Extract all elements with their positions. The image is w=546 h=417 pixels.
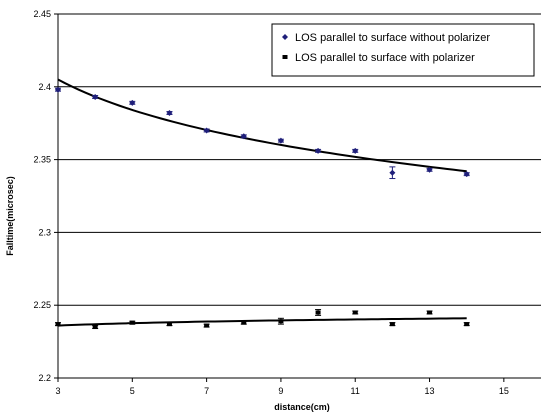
x-tick-label: 5 xyxy=(130,386,135,396)
y-tick-label: 2.2 xyxy=(38,373,51,383)
x-tick-label: 3 xyxy=(55,386,60,396)
x-tick-label: 11 xyxy=(351,386,360,396)
data-points xyxy=(55,86,470,330)
trendline-series-1 xyxy=(57,78,467,173)
y-tick-label: 2.45 xyxy=(33,9,51,19)
data-point-series-2 xyxy=(278,319,284,324)
data-point-series-1 xyxy=(389,169,396,176)
x-axis-title: distance(cm) xyxy=(274,402,330,412)
trendline-series-2 xyxy=(57,317,467,327)
data-point-series-2 xyxy=(464,322,470,327)
data-point-series-1 xyxy=(352,147,359,154)
grid-lines xyxy=(58,13,541,306)
data-point-series-1 xyxy=(240,133,247,140)
y-tick-label: 2.25 xyxy=(33,300,51,310)
data-point-series-2 xyxy=(129,320,135,325)
tick-labels: 2.2 2.25 2.3 2.35 2.4 2.45 3 5 7 9 11 13 15 xyxy=(33,9,508,396)
x-tick-label: 7 xyxy=(204,386,209,396)
data-point-series-1 xyxy=(166,110,173,117)
legend-label-series-2: LOS parallel to surface with polarizer xyxy=(295,52,475,64)
y-tick-label: 2.35 xyxy=(33,155,51,165)
legend-box xyxy=(271,23,535,77)
data-point-series-2 xyxy=(389,322,395,327)
data-point-series-2 xyxy=(352,310,358,315)
x-tick-label: 15 xyxy=(499,386,509,396)
legend-marker-series-2 xyxy=(282,55,288,59)
data-point-series-1 xyxy=(92,93,99,100)
y-tick-label: 2.3 xyxy=(38,227,51,237)
data-point-series-1 xyxy=(315,147,322,154)
axes xyxy=(54,13,541,382)
data-point-series-2 xyxy=(55,322,61,327)
data-point-series-1 xyxy=(203,127,210,134)
data-point-series-1 xyxy=(129,99,136,106)
data-point-series-2 xyxy=(166,322,172,327)
legend-marker-series-1 xyxy=(282,34,288,40)
data-point-series-1 xyxy=(426,166,433,173)
data-point-series-2 xyxy=(315,310,321,315)
y-tick-label: 2.4 xyxy=(38,82,51,92)
legend-label-series-1: LOS parallel to surface without polarize… xyxy=(295,32,490,44)
data-point-series-2 xyxy=(204,323,210,328)
legend: LOS parallel to surface without polarize… xyxy=(271,23,535,77)
y-axis-title: Falltime(microsec) xyxy=(5,176,15,256)
data-point-series-1 xyxy=(55,86,61,93)
trend-lines xyxy=(57,78,467,327)
data-point-series-1 xyxy=(463,171,470,178)
data-point-series-2 xyxy=(92,325,98,330)
data-point-series-1 xyxy=(277,137,284,144)
data-point-series-2 xyxy=(241,320,247,325)
x-tick-label: 9 xyxy=(278,386,283,396)
data-point-series-2 xyxy=(427,310,433,315)
x-tick-label: 13 xyxy=(425,386,435,396)
